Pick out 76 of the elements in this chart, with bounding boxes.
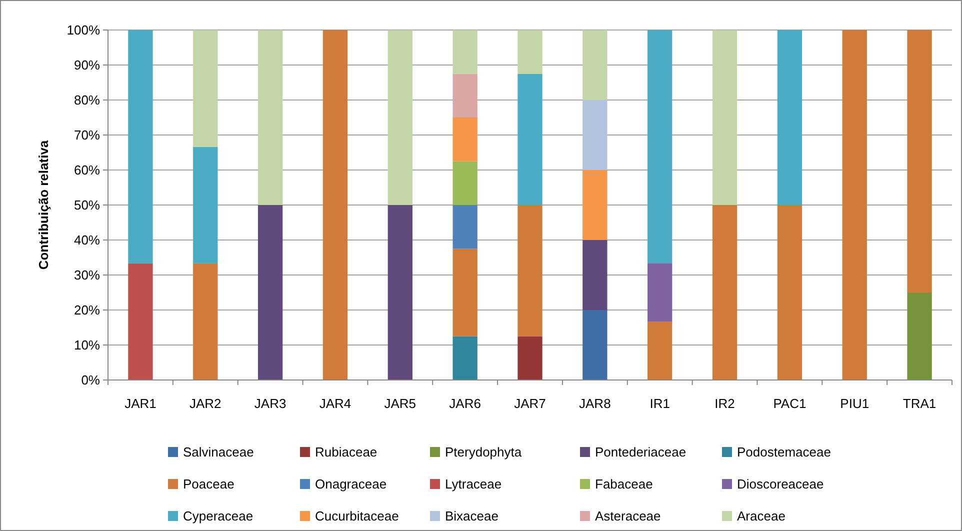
y-tick-label: 20% bbox=[74, 302, 100, 318]
bar bbox=[322, 30, 348, 380]
legend-label: Fabaceae bbox=[595, 476, 653, 492]
bar bbox=[128, 263, 153, 380]
bar bbox=[452, 336, 478, 380]
bar bbox=[582, 240, 608, 310]
x-tick-label: PAC1 bbox=[773, 396, 806, 411]
legend-label: Lytraceae bbox=[445, 476, 502, 492]
bar bbox=[582, 30, 608, 100]
bar bbox=[193, 30, 218, 147]
bar bbox=[842, 30, 867, 380]
bar bbox=[648, 322, 672, 380]
y-tick-label: 70% bbox=[74, 128, 100, 143]
y-axis-title: Contribuição relativa bbox=[36, 140, 51, 270]
legend-label: Poaceae bbox=[183, 476, 234, 492]
bar bbox=[712, 30, 738, 205]
bar bbox=[258, 30, 283, 205]
bar bbox=[907, 292, 932, 380]
bar bbox=[258, 205, 283, 380]
bar bbox=[388, 205, 412, 380]
legend-label: Onagraceae bbox=[315, 476, 387, 492]
bar bbox=[582, 310, 608, 380]
y-tick-label: 40% bbox=[74, 232, 100, 248]
bar bbox=[518, 205, 542, 336]
x-tick-label: JAR3 bbox=[254, 396, 286, 411]
bar bbox=[388, 30, 412, 205]
bar bbox=[452, 161, 478, 205]
bar bbox=[452, 118, 478, 162]
x-tick-label: JAR6 bbox=[449, 396, 481, 411]
legend-label: Pterydophyta bbox=[445, 444, 522, 460]
bar bbox=[518, 74, 542, 205]
x-tick-label: TRA1 bbox=[902, 396, 936, 411]
bar bbox=[648, 263, 672, 322]
y-tick-label: 100% bbox=[66, 22, 100, 38]
bar bbox=[452, 205, 478, 249]
y-tick-label: 10% bbox=[74, 338, 100, 353]
legend-label: Podostemaceae bbox=[737, 444, 831, 460]
bar bbox=[712, 205, 738, 380]
bar bbox=[128, 30, 153, 264]
bar bbox=[907, 30, 932, 292]
legend-label: Cyperaceae bbox=[183, 508, 254, 524]
bar bbox=[452, 74, 478, 118]
bar bbox=[452, 30, 478, 74]
bar bbox=[518, 30, 542, 74]
legend-label: Bixaceae bbox=[445, 508, 498, 524]
x-tick-label: JAR2 bbox=[189, 396, 222, 411]
x-tick-label: JAR7 bbox=[514, 396, 546, 411]
x-tick-label: JAR1 bbox=[124, 396, 156, 411]
bar bbox=[452, 248, 478, 336]
y-tick-label: 60% bbox=[74, 162, 100, 178]
legend-label: Dioscoreaceae bbox=[737, 476, 824, 492]
y-tick-label: 50% bbox=[74, 198, 100, 213]
x-tick-label: JAR5 bbox=[384, 396, 416, 411]
legend-label: Araceae bbox=[737, 508, 786, 524]
y-tick-label: 0% bbox=[81, 372, 100, 388]
bar bbox=[582, 170, 608, 240]
legend-label: Salvinaceae bbox=[183, 444, 254, 460]
x-tick-label: PIU1 bbox=[840, 396, 870, 411]
y-tick-label: 80% bbox=[74, 92, 100, 108]
legend-label: Cucurbitaceae bbox=[315, 508, 399, 524]
x-tick-label: JAR4 bbox=[319, 396, 352, 411]
x-tick-label: JAR8 bbox=[579, 396, 611, 411]
legend-label: Asteraceae bbox=[595, 508, 661, 524]
bar bbox=[582, 100, 608, 170]
x-tick-label: IR2 bbox=[714, 396, 735, 411]
bar bbox=[777, 205, 802, 380]
bar bbox=[193, 146, 218, 264]
legend-label: Rubiaceae bbox=[315, 444, 378, 460]
y-tick-label: 90% bbox=[74, 58, 100, 73]
bar bbox=[777, 30, 802, 205]
bar bbox=[518, 336, 542, 380]
bar bbox=[193, 263, 218, 380]
x-tick-label: IR1 bbox=[650, 396, 670, 411]
y-tick-label: 30% bbox=[74, 268, 100, 283]
bar bbox=[648, 30, 672, 264]
legend-label: Pontederiaceae bbox=[595, 444, 686, 460]
